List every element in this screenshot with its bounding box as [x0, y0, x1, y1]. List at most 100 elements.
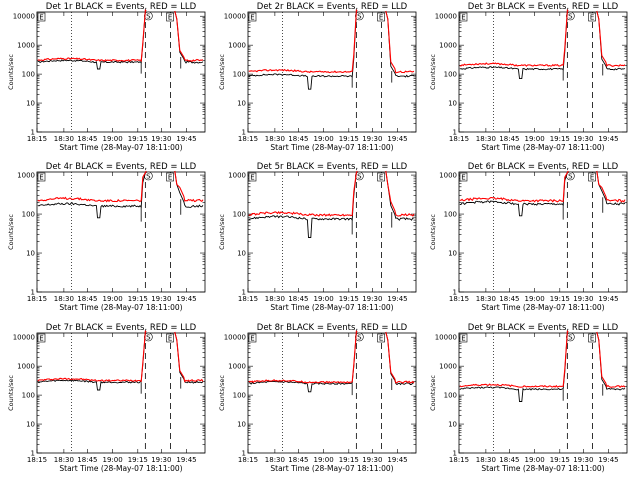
panel-det-3r: Det 3r BLACK = Events, RED = LLD 1 10 100 10… [429, 2, 628, 152]
y-tick-label: 10000 [224, 13, 246, 21]
marker-label: E [590, 14, 594, 22]
y-tick-label: 1000 [228, 172, 246, 180]
y-tick-label: 100 [233, 71, 246, 79]
y-tick-label: 10000 [13, 334, 35, 342]
x-tick-label: 18:45 [77, 135, 97, 143]
plot-frame [247, 171, 417, 293]
y-tick-label: 10 [237, 421, 246, 429]
x-tick-label: 18:45 [499, 135, 519, 143]
plot-frame [36, 332, 206, 454]
y-tick-label: 100 [22, 211, 35, 219]
panel-title: Det 5r BLACK = Events, RED = LLD [257, 162, 408, 172]
marker-box [37, 172, 46, 182]
x-tick-label: 18:15 [449, 295, 469, 303]
marker-label: E [168, 335, 172, 343]
y-tick-label: 10000 [435, 334, 457, 342]
marker-label: E [250, 335, 254, 343]
marker-box [248, 333, 257, 343]
panel-title: Det 1r BLACK = Events, RED = LLD [46, 2, 197, 12]
y-tick-label: 100 [444, 71, 457, 79]
y-tick-label: 1 [242, 129, 246, 137]
marker-label: E [379, 14, 383, 22]
lld-series-line [248, 330, 415, 384]
x-axis-label: Start Time (28-May-07 18:11:00) [481, 143, 604, 152]
plot-frame [36, 11, 206, 133]
marker-circle [144, 11, 153, 21]
events-series-line [37, 9, 204, 70]
x-tick-label: 18:30 [476, 135, 496, 143]
marker-box [588, 12, 596, 22]
x-axis-label: Start Time (28-May-07 18:11:00) [59, 143, 182, 152]
x-tick-label: 19:30 [362, 456, 382, 464]
y-tick-label: 10000 [13, 13, 35, 21]
y-tick-label: 1000 [439, 42, 457, 50]
marker-box [459, 333, 468, 343]
marker-box [377, 12, 385, 22]
plot-frame [36, 171, 206, 293]
x-tick-label: 19:00 [314, 295, 334, 303]
y-tick-label: 1000 [17, 42, 35, 50]
marker-circle [566, 11, 575, 21]
marker-box [588, 172, 596, 182]
x-axis-label: Start Time (28-May-07 18:11:00) [270, 303, 393, 312]
marker-label: S [568, 13, 573, 21]
panel-title: Det 6r BLACK = Events, RED = LLD [468, 162, 619, 172]
x-tick-label: 19:00 [103, 456, 123, 464]
x-tick-label: 19:30 [151, 295, 171, 303]
x-tick-label: 18:30 [54, 456, 74, 464]
marker-label: E [379, 174, 383, 182]
panel-det-5r: Det 5r BLACK = Events, RED = LLD 1 10 100 10… [218, 162, 417, 312]
y-axis-label: Counts/sec [7, 54, 15, 90]
x-tick-label: 18:15 [27, 295, 47, 303]
x-tick-label: 19:15 [128, 456, 148, 464]
x-tick-label: 19:30 [362, 135, 382, 143]
x-tick-label: 19:00 [314, 456, 334, 464]
marker-label: S [568, 334, 573, 342]
y-tick-label: 100 [22, 71, 35, 79]
plot-frame [458, 332, 628, 454]
x-tick-label: 19:45 [176, 295, 196, 303]
panel-det-4r: Det 4r BLACK = Events, RED = LLD 1 10 100 10… [7, 162, 206, 312]
y-tick-label: 100 [22, 392, 35, 400]
x-tick-label: 19:15 [550, 456, 570, 464]
marker-label: E [461, 335, 465, 343]
y-tick-label: 1000 [228, 42, 246, 50]
x-axis-label: Start Time (28-May-07 18:11:00) [481, 303, 604, 312]
panel-title: Det 7r BLACK = Events, RED = LLD [46, 323, 197, 333]
x-axis-label: Start Time (28-May-07 18:11:00) [481, 464, 604, 473]
x-tick-label: 19:45 [176, 456, 196, 464]
events-series-line [248, 9, 415, 90]
x-tick-label: 18:15 [449, 135, 469, 143]
x-tick-label: 18:45 [77, 456, 97, 464]
lld-series-line [459, 330, 626, 389]
marker-box [166, 172, 174, 182]
lld-series-line [459, 170, 626, 203]
x-tick-label: 18:45 [499, 456, 519, 464]
x-tick-label: 18:15 [238, 295, 258, 303]
lld-series-line [248, 9, 415, 74]
x-tick-label: 18:30 [265, 295, 285, 303]
y-tick-label: 10 [26, 250, 35, 258]
y-tick-label: 100 [444, 392, 457, 400]
y-tick-label: 1000 [439, 172, 457, 180]
marker-circle [355, 11, 364, 21]
marker-label: E [39, 14, 43, 22]
marker-label: S [146, 13, 151, 21]
y-tick-label: 1 [453, 129, 457, 137]
marker-label: E [590, 335, 594, 343]
x-tick-label: 18:15 [238, 135, 258, 143]
y-tick-label: 10 [237, 100, 246, 108]
x-tick-label: 18:15 [238, 456, 258, 464]
x-tick-label: 19:30 [151, 135, 171, 143]
y-tick-label: 100 [444, 211, 457, 219]
plot-frame [458, 171, 628, 293]
y-tick-label: 10 [448, 100, 457, 108]
x-tick-label: 19:00 [314, 135, 334, 143]
x-tick-label: 18:30 [54, 295, 74, 303]
y-tick-label: 1 [242, 289, 246, 297]
x-tick-label: 19:00 [103, 295, 123, 303]
y-tick-label: 1 [31, 129, 35, 137]
y-axis-label: Counts/sec [429, 214, 437, 250]
x-tick-label: 19:30 [573, 295, 593, 303]
